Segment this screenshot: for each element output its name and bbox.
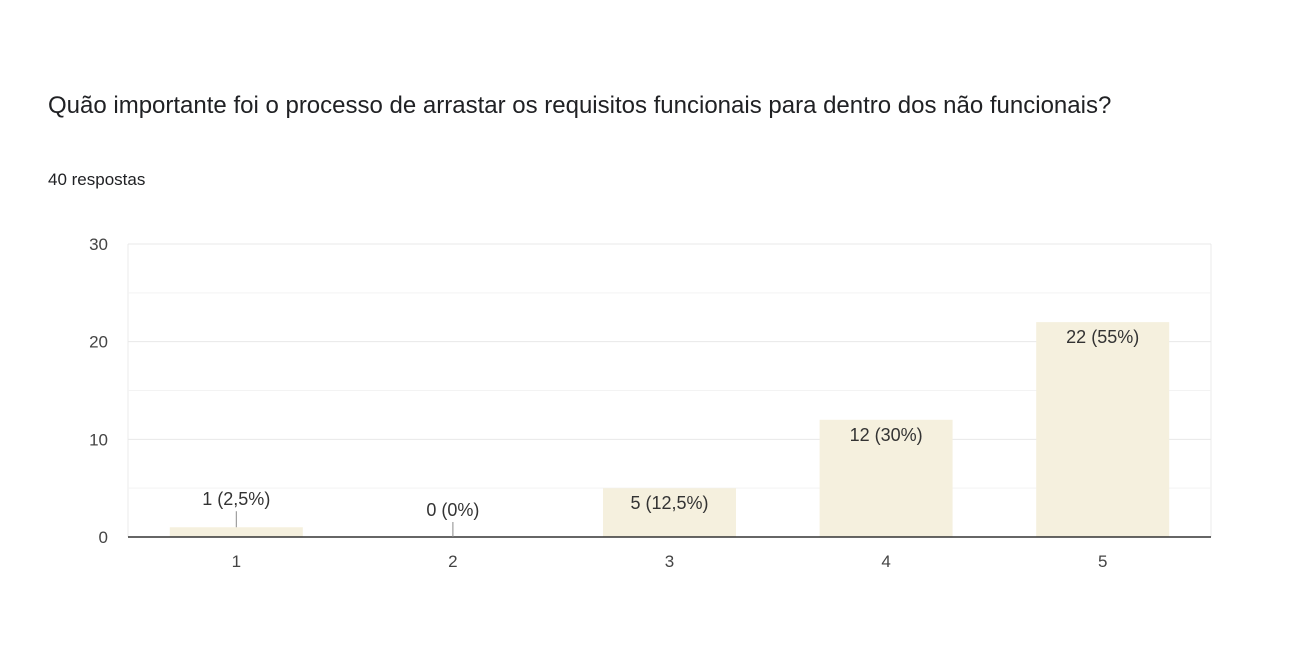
data-label: 5 (12,5%) [630,493,708,513]
bar [169,527,303,537]
x-tick-label: 2 [448,552,457,571]
response-count: 40 respostas [48,170,146,189]
x-tick-label: 3 [665,552,674,571]
data-label: 0 (0%) [426,500,479,520]
bar [1036,322,1170,537]
bar [603,488,736,537]
gridlines [127,243,1212,537]
data-label: 12 (30%) [850,425,923,445]
y-tick-label: 30 [89,235,108,254]
x-tick-label: 5 [1098,552,1107,571]
y-tick-label: 10 [89,430,108,449]
data-labels: 1 (2,5%) 0 (0%) 5 (12,5%) 12 (30%) 22 (55%) [202,327,1139,537]
y-tick-label: 20 [89,333,108,352]
bars [169,322,1170,537]
x-tick-label: 4 [881,552,890,571]
axis-ticks: 0 10 20 30 1 2 3 4 5 [89,235,1211,571]
bar [819,419,953,537]
question-title: Quão importante foi o processo de arrast… [48,92,1112,119]
y-tick-label: 0 [99,528,108,547]
data-label: 22 (55%) [1066,327,1139,347]
x-tick-label: 1 [232,552,241,571]
data-label: 1 (2,5%) [202,489,270,509]
